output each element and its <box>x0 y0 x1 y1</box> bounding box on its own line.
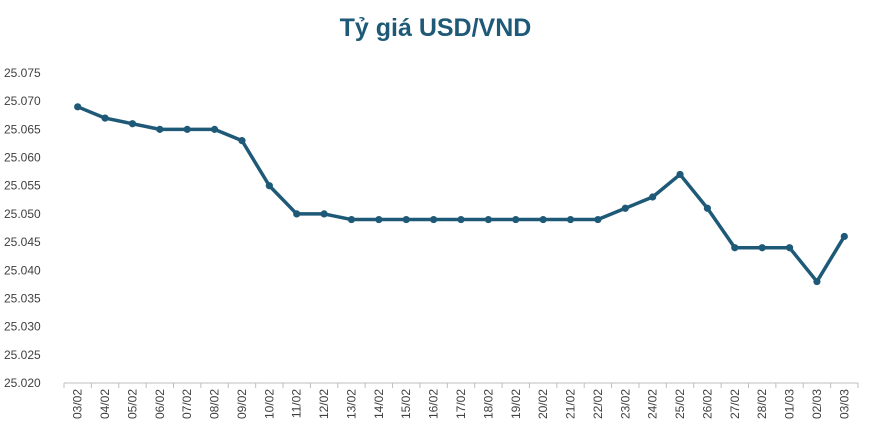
data-point <box>457 215 465 224</box>
x-tick-label: 10/02 <box>262 389 276 419</box>
data-point <box>347 215 356 224</box>
x-tick-label: 03/03 <box>837 389 851 419</box>
data-point <box>539 215 547 224</box>
x-tick-label: 21/02 <box>564 389 578 419</box>
data-point <box>566 215 575 224</box>
x-tick-label: 16/02 <box>427 389 441 419</box>
data-point <box>156 125 164 133</box>
data-point <box>128 120 137 128</box>
x-tick-label: 02/03 <box>810 389 824 419</box>
x-tick-label: 09/02 <box>235 389 249 419</box>
data-point <box>649 193 657 201</box>
x-tick-label: 03/02 <box>71 389 85 419</box>
x-tick-label: 01/03 <box>783 389 797 419</box>
series-line <box>75 105 847 284</box>
x-tick-label: 27/02 <box>728 389 742 419</box>
data-point <box>594 215 602 224</box>
data-point <box>703 204 712 212</box>
chart-title: Tỷ giá USD/VND <box>339 14 532 42</box>
data-point <box>210 125 219 133</box>
data-point <box>840 232 848 241</box>
x-tick-label: 17/02 <box>454 389 468 419</box>
y-tick-label: 25.025 <box>4 348 41 362</box>
x-tick-label: 14/02 <box>372 389 386 419</box>
x-tick-label: 11/02 <box>290 389 304 418</box>
x-tick-label: 07/02 <box>180 389 194 419</box>
y-tick-label: 25.030 <box>4 320 41 334</box>
data-point <box>731 244 739 252</box>
y-tick-label: 25.055 <box>4 179 41 193</box>
data-point <box>74 103 82 111</box>
y-tick-label: 25.020 <box>4 376 41 390</box>
data-point <box>758 244 766 252</box>
x-tick-label: 04/02 <box>98 389 112 419</box>
x-tick-label: 18/02 <box>481 389 495 419</box>
x-tick-label: 25/02 <box>673 389 687 419</box>
data-point <box>238 137 246 145</box>
y-tick-label: 25.050 <box>4 207 41 221</box>
x-tick-label: 19/02 <box>509 389 523 419</box>
data-point <box>430 215 438 224</box>
y-tick-label: 25.075 <box>4 66 41 80</box>
x-tick-label: 24/02 <box>646 389 660 419</box>
x-tick-label: 26/02 <box>700 389 714 419</box>
y-tick-label: 25.070 <box>4 94 41 108</box>
data-point <box>293 210 301 218</box>
x-tick-label: 06/02 <box>153 389 167 419</box>
data-point <box>183 125 191 133</box>
x-tick-label: 28/02 <box>755 389 769 419</box>
data-point <box>785 244 794 252</box>
data-point <box>265 182 273 190</box>
data-point <box>676 170 684 179</box>
data-point <box>813 277 821 286</box>
y-tick-label: 25.035 <box>4 291 41 305</box>
x-tick-label: 23/02 <box>618 389 632 419</box>
y-tick-label: 25.045 <box>4 235 41 249</box>
y-tick-label: 25.040 <box>4 263 41 277</box>
data-point <box>320 210 328 218</box>
data-point <box>101 114 109 122</box>
x-tick-label: 22/02 <box>591 389 605 419</box>
x-tick-label: 20/02 <box>536 389 550 419</box>
data-point <box>375 215 383 224</box>
y-tick-label: 25.060 <box>4 151 41 165</box>
x-tick-label: 12/02 <box>317 389 331 419</box>
y-tick-label: 25.065 <box>4 122 41 136</box>
x-tick-label: 13/02 <box>344 389 358 419</box>
x-tick-label: 08/02 <box>208 389 222 419</box>
data-point <box>484 215 492 224</box>
data-point <box>402 215 410 224</box>
x-tick-label: 05/02 <box>125 389 139 419</box>
data-point <box>621 204 629 212</box>
x-tick-label: 15/02 <box>399 389 413 419</box>
data-point <box>512 215 520 224</box>
